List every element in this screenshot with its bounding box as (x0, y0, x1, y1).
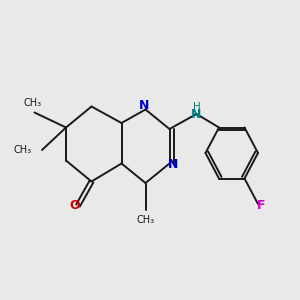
Text: N: N (139, 99, 149, 112)
Text: N: N (168, 158, 178, 172)
Text: F: F (257, 199, 265, 212)
Text: CH₃: CH₃ (14, 145, 32, 155)
Text: N: N (191, 107, 202, 121)
Text: H: H (193, 102, 200, 112)
Text: O: O (69, 199, 80, 212)
Text: CH₃: CH₃ (24, 98, 42, 108)
Text: CH₃: CH₃ (136, 215, 154, 225)
